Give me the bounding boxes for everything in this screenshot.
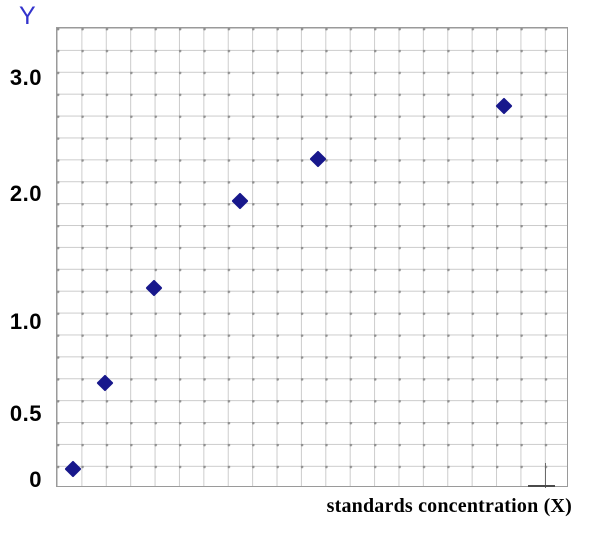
data-point-marker [309, 150, 327, 168]
y-tick-label: 0 [29, 467, 42, 493]
data-point-marker [64, 460, 82, 478]
data-point-marker [231, 192, 249, 210]
y-axis-title: Y [19, 2, 36, 30]
plot-area [56, 27, 568, 488]
data-point-marker [96, 374, 114, 392]
y-tick-label: 2.0 [9, 180, 42, 206]
data-point-marker [495, 97, 513, 115]
y-tick-label: 0.5 [9, 400, 42, 426]
scan-artifact-horizontal-mark [528, 485, 555, 487]
y-tick-label: 1.0 [9, 308, 42, 334]
data-point-marker [145, 279, 163, 297]
y-tick-label: 3.0 [9, 65, 42, 91]
scan-artifact-vertical-mark [545, 463, 546, 488]
x-axis-title: standards concentration (X) [326, 495, 572, 517]
y-tick-labels: 3.0 2.0 1.0 0.5 0 [0, 0, 46, 542]
